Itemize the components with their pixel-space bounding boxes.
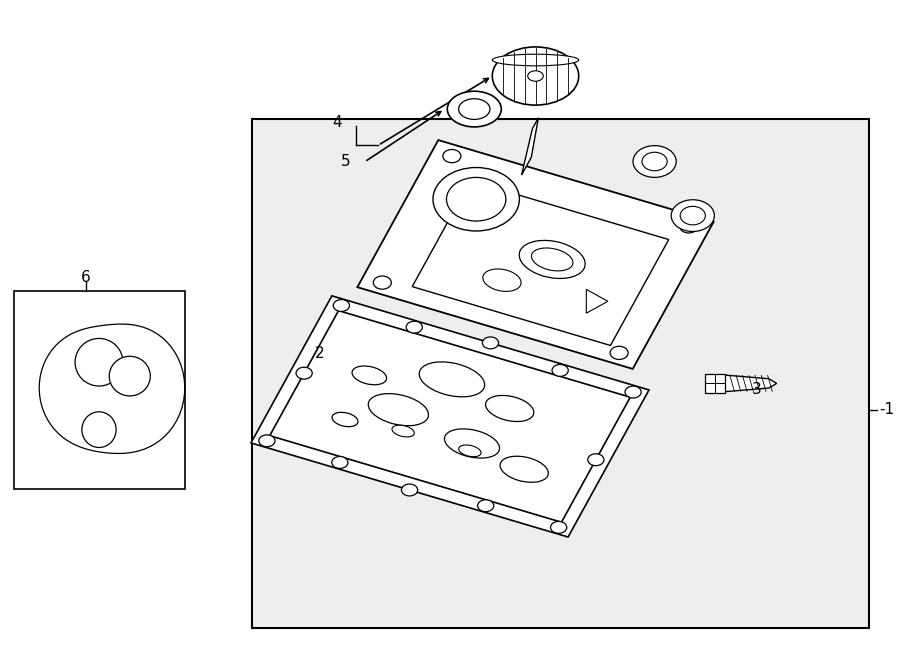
Ellipse shape [445,429,500,458]
Ellipse shape [459,445,482,457]
Ellipse shape [296,368,312,379]
Ellipse shape [446,177,506,221]
Ellipse shape [447,91,501,127]
Ellipse shape [401,484,418,496]
Text: 4: 4 [332,115,342,130]
Ellipse shape [333,299,349,311]
Ellipse shape [519,241,585,278]
Ellipse shape [109,356,150,396]
Ellipse shape [332,412,358,426]
Polygon shape [412,180,669,346]
Bar [705,374,725,393]
Polygon shape [586,290,608,313]
Ellipse shape [478,500,494,512]
Ellipse shape [552,364,568,376]
Ellipse shape [671,200,715,231]
Polygon shape [251,296,649,537]
Ellipse shape [374,276,392,290]
Ellipse shape [482,269,521,292]
Bar [14,291,184,489]
Ellipse shape [551,522,567,533]
Ellipse shape [406,321,422,333]
Ellipse shape [680,219,698,233]
Ellipse shape [680,206,706,225]
Ellipse shape [433,167,519,231]
Ellipse shape [459,98,490,120]
Ellipse shape [392,425,414,437]
Polygon shape [521,118,538,175]
Ellipse shape [633,145,676,177]
Ellipse shape [642,152,667,171]
Bar [252,119,868,628]
Ellipse shape [352,366,387,385]
Polygon shape [724,375,777,392]
Ellipse shape [368,394,428,426]
Ellipse shape [500,456,548,483]
Ellipse shape [531,248,573,271]
Ellipse shape [486,395,534,422]
Ellipse shape [75,338,123,386]
Ellipse shape [527,71,544,81]
Ellipse shape [419,362,485,397]
Ellipse shape [332,457,348,469]
Ellipse shape [443,149,461,163]
Ellipse shape [482,337,499,349]
Ellipse shape [588,453,604,465]
Ellipse shape [259,435,275,447]
Text: 5: 5 [341,155,351,169]
Text: 3: 3 [752,383,761,397]
Polygon shape [270,311,630,522]
Text: 2: 2 [315,346,324,361]
Ellipse shape [625,386,641,398]
Ellipse shape [610,346,628,360]
Polygon shape [357,140,714,369]
Ellipse shape [492,54,579,66]
Text: -1: -1 [879,403,895,417]
Ellipse shape [82,412,116,447]
Ellipse shape [492,47,579,105]
Text: 6: 6 [81,270,90,285]
